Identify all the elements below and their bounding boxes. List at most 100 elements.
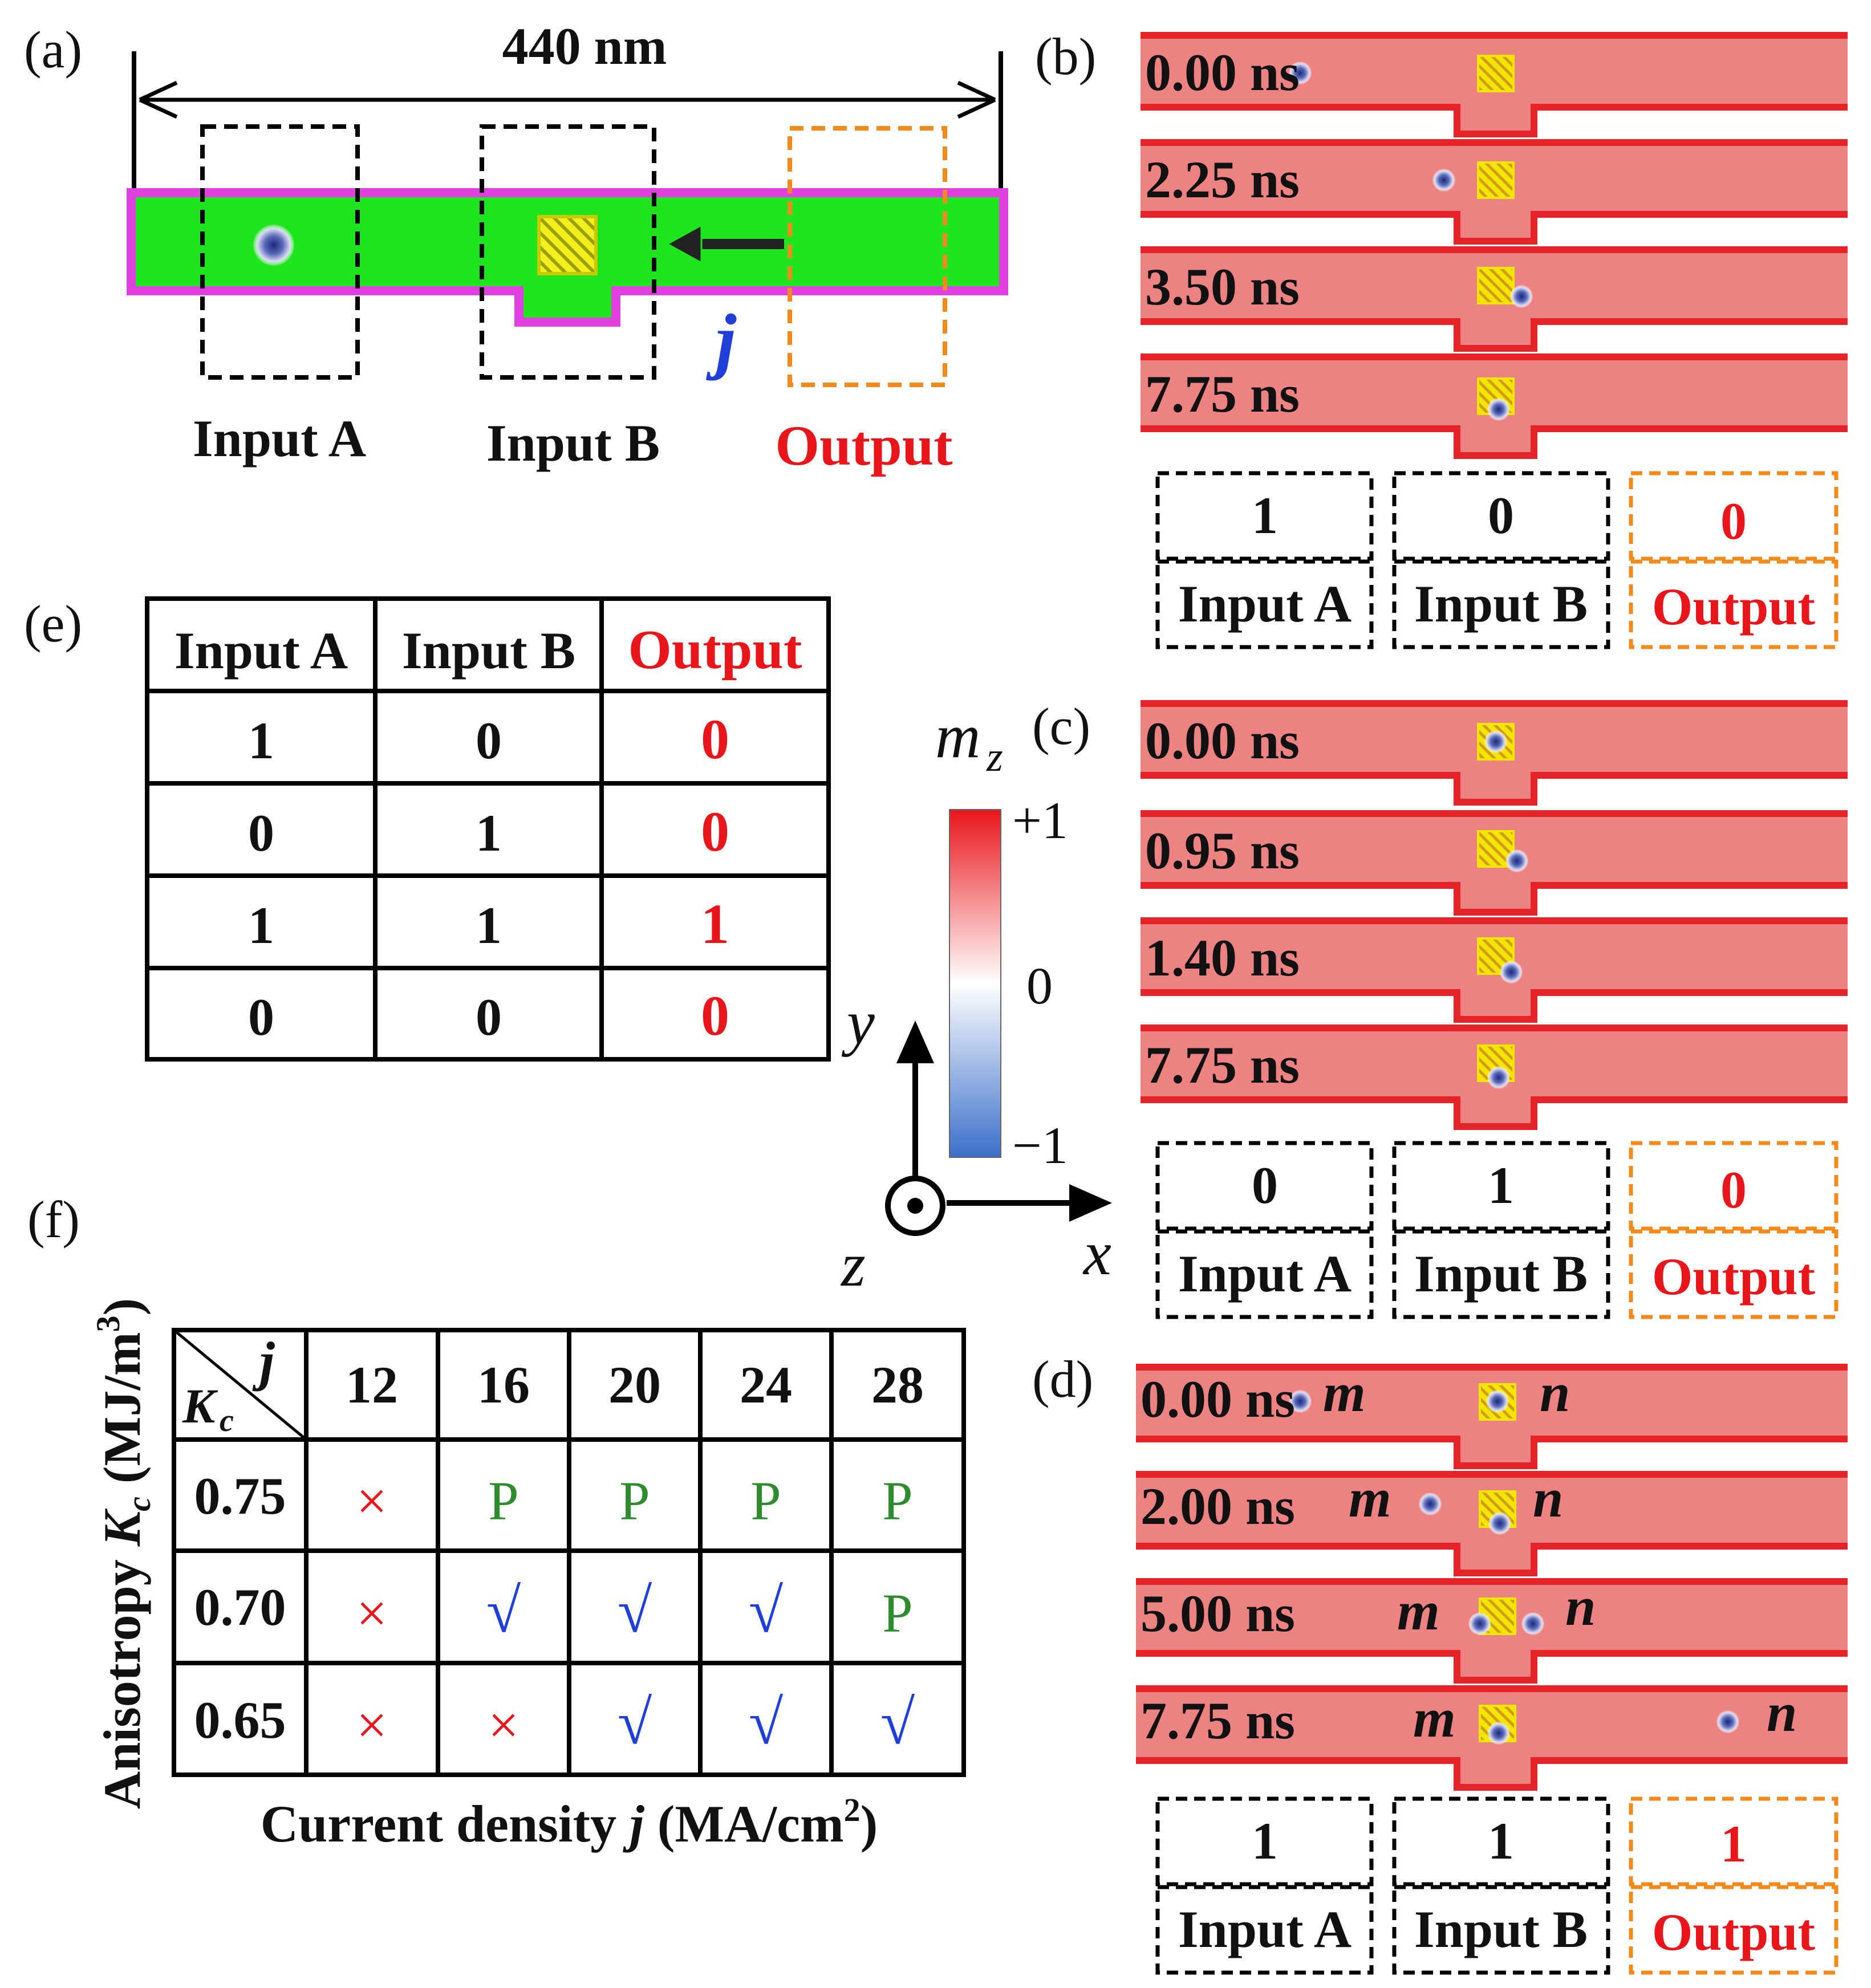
input-a-label: Input A <box>1178 1900 1351 1958</box>
cell-pass: P <box>750 1470 781 1531</box>
cell: 0 <box>248 988 274 1046</box>
svg-text:+1: +1 <box>1012 791 1068 849</box>
defect <box>1477 161 1515 199</box>
corner-k-sub: c <box>220 1403 234 1438</box>
y-axis-label: Anisotropy Kc (MJ/m3) <box>90 1298 157 1809</box>
svg-text:z: z <box>986 734 1003 780</box>
axis-y: y <box>841 987 875 1057</box>
time-label: 7.75 ns <box>1145 1036 1300 1094</box>
input-a-region <box>200 124 360 380</box>
input-b-region <box>480 124 656 380</box>
output-value: 1 <box>1720 1815 1747 1873</box>
row-header: 0.65 <box>194 1691 286 1749</box>
axis-x: x <box>1082 1218 1111 1288</box>
svg-text:−1: −1 <box>1012 1116 1068 1174</box>
axis-z: z <box>840 1230 866 1299</box>
label-n: n <box>1565 1576 1596 1637</box>
input-a-value: 1 <box>1252 486 1278 544</box>
output-value: 0 <box>1720 492 1747 550</box>
defect <box>1477 55 1515 92</box>
output-region <box>788 126 947 387</box>
output-value: 0 <box>1720 1161 1747 1219</box>
panel-a: 440 nm j Input A Input B Output <box>127 17 1008 477</box>
time-label: 3.50 ns <box>1145 258 1300 316</box>
row-header: 0.75 <box>194 1467 286 1525</box>
col-header: 28 <box>871 1356 924 1414</box>
panel-d-label: (d) <box>1032 1350 1093 1408</box>
time-label: 0.00 ns <box>1141 1370 1295 1428</box>
panel-b-label: (b) <box>1035 27 1096 86</box>
cell-pass: P <box>488 1470 518 1531</box>
row-header: 0.70 <box>194 1578 286 1636</box>
label-n: n <box>1767 1682 1797 1743</box>
header-input-a: Input A <box>174 621 348 680</box>
time-label: 2.25 ns <box>1145 151 1300 209</box>
input-a-value: 1 <box>1252 1812 1278 1870</box>
skyrmion-n <box>1716 1710 1739 1733</box>
label-m: m <box>1349 1467 1391 1528</box>
cell-success: √ <box>749 1688 784 1757</box>
time-label: 5.00 ns <box>1141 1584 1295 1643</box>
svg-text:0: 0 <box>1026 957 1053 1015</box>
panel-c-label: (c) <box>1032 697 1090 755</box>
skyrmion <box>1432 169 1455 192</box>
panel-d: 0.00 ns 2.00 ns 5.00 ns 7.75 ns m n m n … <box>1136 1362 1848 1975</box>
input-b-value: 0 <box>1488 486 1514 544</box>
defect <box>1477 830 1515 868</box>
cell: 0 <box>476 712 502 770</box>
cell: 0 <box>701 984 729 1047</box>
skyrmion <box>1500 961 1523 983</box>
time-label: 0.95 ns <box>1145 822 1300 880</box>
input-a-label: Input A <box>1178 575 1351 633</box>
input-b-value: 1 <box>1488 1812 1514 1870</box>
output-label: Output <box>1652 1903 1816 1961</box>
cell-pass: P <box>882 1583 912 1644</box>
col-header: 12 <box>346 1356 398 1414</box>
panel-b: 0.00 ns 2.25 ns 3.50 ns 7.75 ns 1 0 0 In… <box>1141 32 1848 649</box>
output-label: Output <box>775 414 952 477</box>
skyrmion <box>1505 849 1528 872</box>
cell-fail: × <box>488 1694 519 1755</box>
x-axis-label: Current density j (MA/cm2) <box>261 1791 878 1853</box>
skyrmion-n <box>1486 1390 1509 1413</box>
corner-k: K <box>182 1379 218 1433</box>
skyrmion-m <box>1289 1390 1312 1413</box>
svg-text:m: m <box>935 701 980 771</box>
panel-c: 0.00 ns 0.95 ns 1.40 ns 7.75 ns 0 1 0 In… <box>1141 700 1848 1319</box>
skyrmion <box>1487 1066 1510 1089</box>
phase-table: j K c 12 16 20 24 28 0.75 0.70 0.65 × P … <box>90 1298 966 1853</box>
label-m: m <box>1413 1688 1456 1749</box>
label-n: n <box>1540 1362 1570 1423</box>
colorbar-gradient <box>949 809 1001 1158</box>
col-header: 16 <box>477 1356 530 1414</box>
header-output: Output <box>628 619 802 681</box>
cell: 1 <box>701 892 729 956</box>
current-symbol: j <box>705 299 737 381</box>
skyrmion-n <box>1488 1512 1511 1535</box>
skyrmion <box>1484 730 1507 753</box>
notch-defect-a <box>537 215 598 275</box>
colorbar: m z +1 0 −1 <box>935 701 1068 1174</box>
cell-pass: P <box>882 1470 912 1531</box>
length-label: 440 nm <box>502 17 667 75</box>
skyrmion-m <box>1468 1612 1491 1635</box>
time-label: 2.00 ns <box>1141 1477 1295 1535</box>
cell: 1 <box>476 896 502 954</box>
label-n: n <box>1533 1467 1563 1528</box>
cell: 1 <box>248 896 274 954</box>
label-m: m <box>1323 1362 1366 1423</box>
cell-success: √ <box>486 1576 521 1645</box>
time-label: 1.40 ns <box>1145 929 1300 987</box>
input-b-label: Input B <box>1414 1900 1588 1958</box>
output-label: Output <box>1652 578 1816 636</box>
input-a-label: Input A <box>1178 1245 1351 1303</box>
input-b-label: Input B <box>1414 1245 1588 1303</box>
header-input-b: Input B <box>402 621 575 680</box>
cell-success: √ <box>618 1688 652 1757</box>
label-m: m <box>1397 1580 1440 1641</box>
cell-fail: × <box>356 1694 387 1755</box>
cell: 0 <box>701 800 729 863</box>
cell-success: √ <box>749 1576 784 1645</box>
panel-e-label: (e) <box>24 595 82 653</box>
